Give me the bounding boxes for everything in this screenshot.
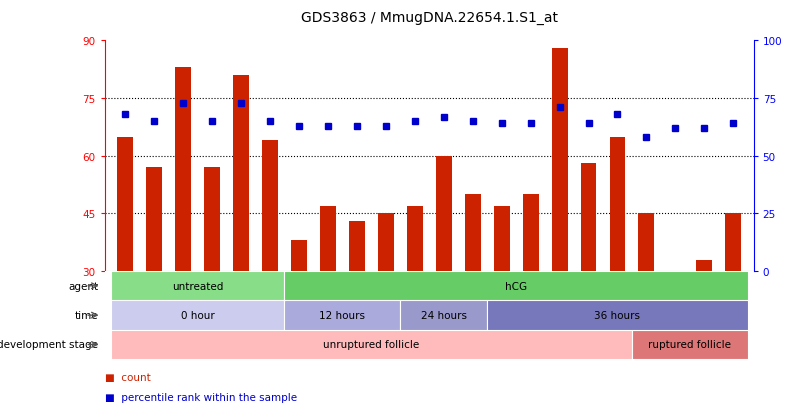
Bar [175,68,191,271]
Bar [285,301,401,330]
Bar [465,195,480,271]
Bar [522,195,538,271]
Text: ■  percentile rank within the sample: ■ percentile rank within the sample [105,392,297,402]
Bar [436,157,451,271]
Bar [233,76,249,271]
Bar [285,271,748,301]
Text: ruptured follicle: ruptured follicle [648,339,731,350]
Bar [204,168,220,271]
Text: 12 hours: 12 hours [319,311,365,320]
Bar [632,330,748,359]
Bar [580,164,596,271]
Bar [378,214,393,271]
Bar [291,241,307,271]
Text: GDS3863 / MmugDNA.22654.1.S1_at: GDS3863 / MmugDNA.22654.1.S1_at [301,11,558,25]
Bar [609,137,625,271]
Bar [725,214,742,271]
Bar [696,260,713,271]
Text: hCG: hCG [505,281,527,291]
Text: untreated: untreated [172,281,223,291]
Bar [110,330,632,359]
Bar [551,49,567,271]
Bar [493,206,509,271]
Bar [146,168,162,271]
Bar [401,301,487,330]
Bar [110,271,285,301]
Bar [349,222,365,271]
Text: agent: agent [69,281,98,291]
Text: 36 hours: 36 hours [595,311,641,320]
Bar [407,206,422,271]
Text: unruptured follicle: unruptured follicle [323,339,419,350]
Bar [320,206,336,271]
Text: development stage: development stage [0,339,98,350]
Text: ■  count: ■ count [105,372,151,382]
Bar [638,214,654,271]
Text: time: time [75,311,98,320]
Bar [110,301,285,330]
Bar [262,141,278,271]
Bar [117,137,133,271]
Text: 0 hour: 0 hour [181,311,214,320]
Bar [487,301,748,330]
Text: 24 hours: 24 hours [421,311,467,320]
